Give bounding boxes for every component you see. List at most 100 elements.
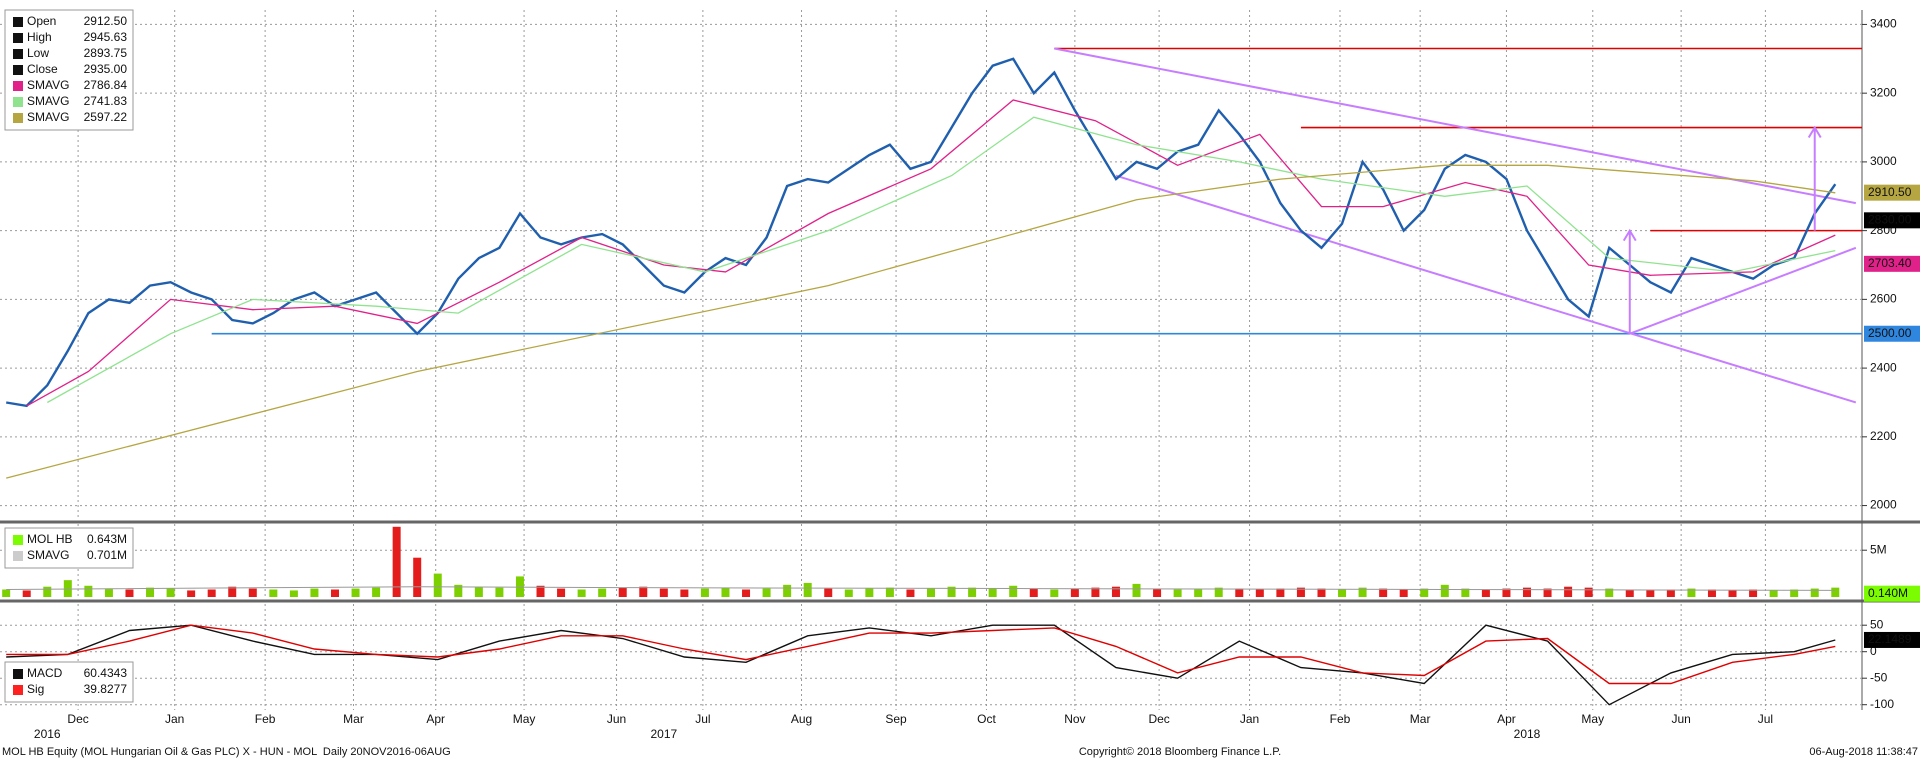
legend-value: 2935.00 — [84, 62, 128, 76]
volume-bar — [413, 557, 422, 597]
legend-name: SMAVG — [27, 94, 69, 108]
trend-line — [1054, 47, 1857, 205]
price-label-box — [1864, 325, 1920, 342]
volume-bar — [1153, 588, 1162, 597]
volume-label: 0.140M — [1868, 586, 1908, 600]
volume-bar — [824, 588, 833, 597]
volume-bar — [474, 586, 483, 597]
legend-value: 2597.22 — [84, 110, 128, 124]
arrow — [1807, 125, 1822, 231]
volume-bar — [125, 589, 134, 597]
price-label: 2703.40 — [1868, 256, 1912, 270]
series-line — [6, 57, 1837, 408]
x-tick-label: Jan — [165, 712, 184, 726]
volume-bar — [1255, 589, 1264, 597]
panel-separator — [0, 599, 1920, 603]
volume-bar — [1461, 588, 1470, 597]
volume-bar — [1194, 588, 1203, 597]
volume-bar — [742, 589, 751, 597]
volume-bar — [104, 588, 113, 597]
price-label-box — [1864, 212, 1920, 229]
volume-bar — [885, 587, 894, 597]
legend-box — [4, 9, 134, 131]
volume-bar — [700, 588, 709, 597]
volume-bar — [1173, 589, 1182, 597]
arrow — [1622, 228, 1637, 334]
volume-bar — [1399, 589, 1408, 597]
volume-bar — [289, 590, 298, 597]
legend-value: 39.8277 — [84, 682, 128, 696]
year-label: 2018 — [1514, 727, 1541, 741]
legend-name: MOL HB — [27, 532, 73, 546]
volume-bar — [22, 590, 31, 597]
volume-bar — [1481, 589, 1490, 597]
volume-bar — [1379, 588, 1388, 597]
volume-bar — [63, 580, 72, 597]
x-tick-label: Apr — [1497, 712, 1516, 726]
x-tick-label: Jan — [1240, 712, 1259, 726]
volume-bar — [906, 589, 915, 597]
x-tick-label: Mar — [343, 712, 364, 726]
legend-name: SMAVG — [27, 548, 69, 562]
legend-swatch — [13, 685, 23, 695]
volume-bar — [783, 584, 792, 597]
series-line — [6, 164, 1836, 479]
volume-bar — [1358, 587, 1367, 597]
legend-swatch — [13, 669, 23, 679]
volume-bar — [1625, 589, 1634, 597]
volume-bar — [927, 588, 935, 597]
legend-swatch — [13, 97, 23, 107]
x-tick-label: Sep — [885, 712, 907, 726]
x-tick-label: Feb — [255, 712, 276, 726]
volume-bar — [1831, 587, 1840, 597]
x-tick-label: May — [1581, 712, 1604, 726]
y-tick-label: 2600 — [1870, 292, 1897, 306]
x-tick-label: Feb — [1330, 712, 1351, 726]
x-tick-label: May — [513, 712, 536, 726]
legend-value: 2912.50 — [84, 14, 128, 28]
volume-bar — [2, 589, 11, 597]
x-tick-label: Oct — [977, 712, 996, 726]
volume-bar — [1564, 586, 1573, 597]
x-tick-label: Mar — [1410, 712, 1431, 726]
volume-bar — [187, 590, 196, 597]
series-line — [46, 116, 1836, 404]
panel-separator — [0, 520, 1920, 524]
volume-bar — [1605, 588, 1614, 597]
volume-bar — [1132, 583, 1141, 597]
volume-bar — [351, 588, 360, 597]
volume-bar — [803, 582, 812, 597]
volume-bar — [1317, 588, 1326, 597]
y-tick-label: 2000 — [1870, 498, 1897, 512]
volume-bar — [1502, 588, 1511, 597]
volume-bar — [1769, 590, 1778, 597]
x-tick-label: Nov — [1064, 712, 1085, 726]
y-tick-label: -100 — [1870, 697, 1894, 711]
x-tick-label: Dec — [67, 712, 88, 726]
volume-bar — [618, 587, 627, 597]
volume-bar — [1440, 584, 1449, 597]
volume-bar — [1707, 589, 1716, 597]
volume-bar — [1584, 587, 1593, 597]
year-label: 2016 — [34, 727, 61, 741]
volume-bar — [166, 588, 175, 597]
legend-swatch — [13, 81, 23, 91]
volume-bar — [1091, 587, 1100, 597]
volume-bar — [1728, 590, 1737, 597]
legend-name: SMAVG — [27, 78, 69, 92]
volume-bar — [495, 587, 504, 597]
legend-swatch — [13, 113, 23, 123]
volume-bar — [557, 588, 566, 597]
volume-bar — [947, 586, 956, 597]
legend-box — [4, 661, 134, 703]
legend-name: Close — [27, 62, 58, 76]
volume-bar — [1687, 588, 1696, 597]
series-line — [6, 624, 1836, 685]
footer-left: MOL HB Equity (MOL Hungarian Oil & Gas P… — [2, 746, 451, 758]
volume-bar — [330, 589, 339, 597]
x-tick-label: Jul — [1758, 712, 1773, 726]
y-tick-label: 2400 — [1870, 360, 1897, 374]
volume-bar — [269, 589, 278, 597]
price-label-box — [1864, 184, 1920, 201]
